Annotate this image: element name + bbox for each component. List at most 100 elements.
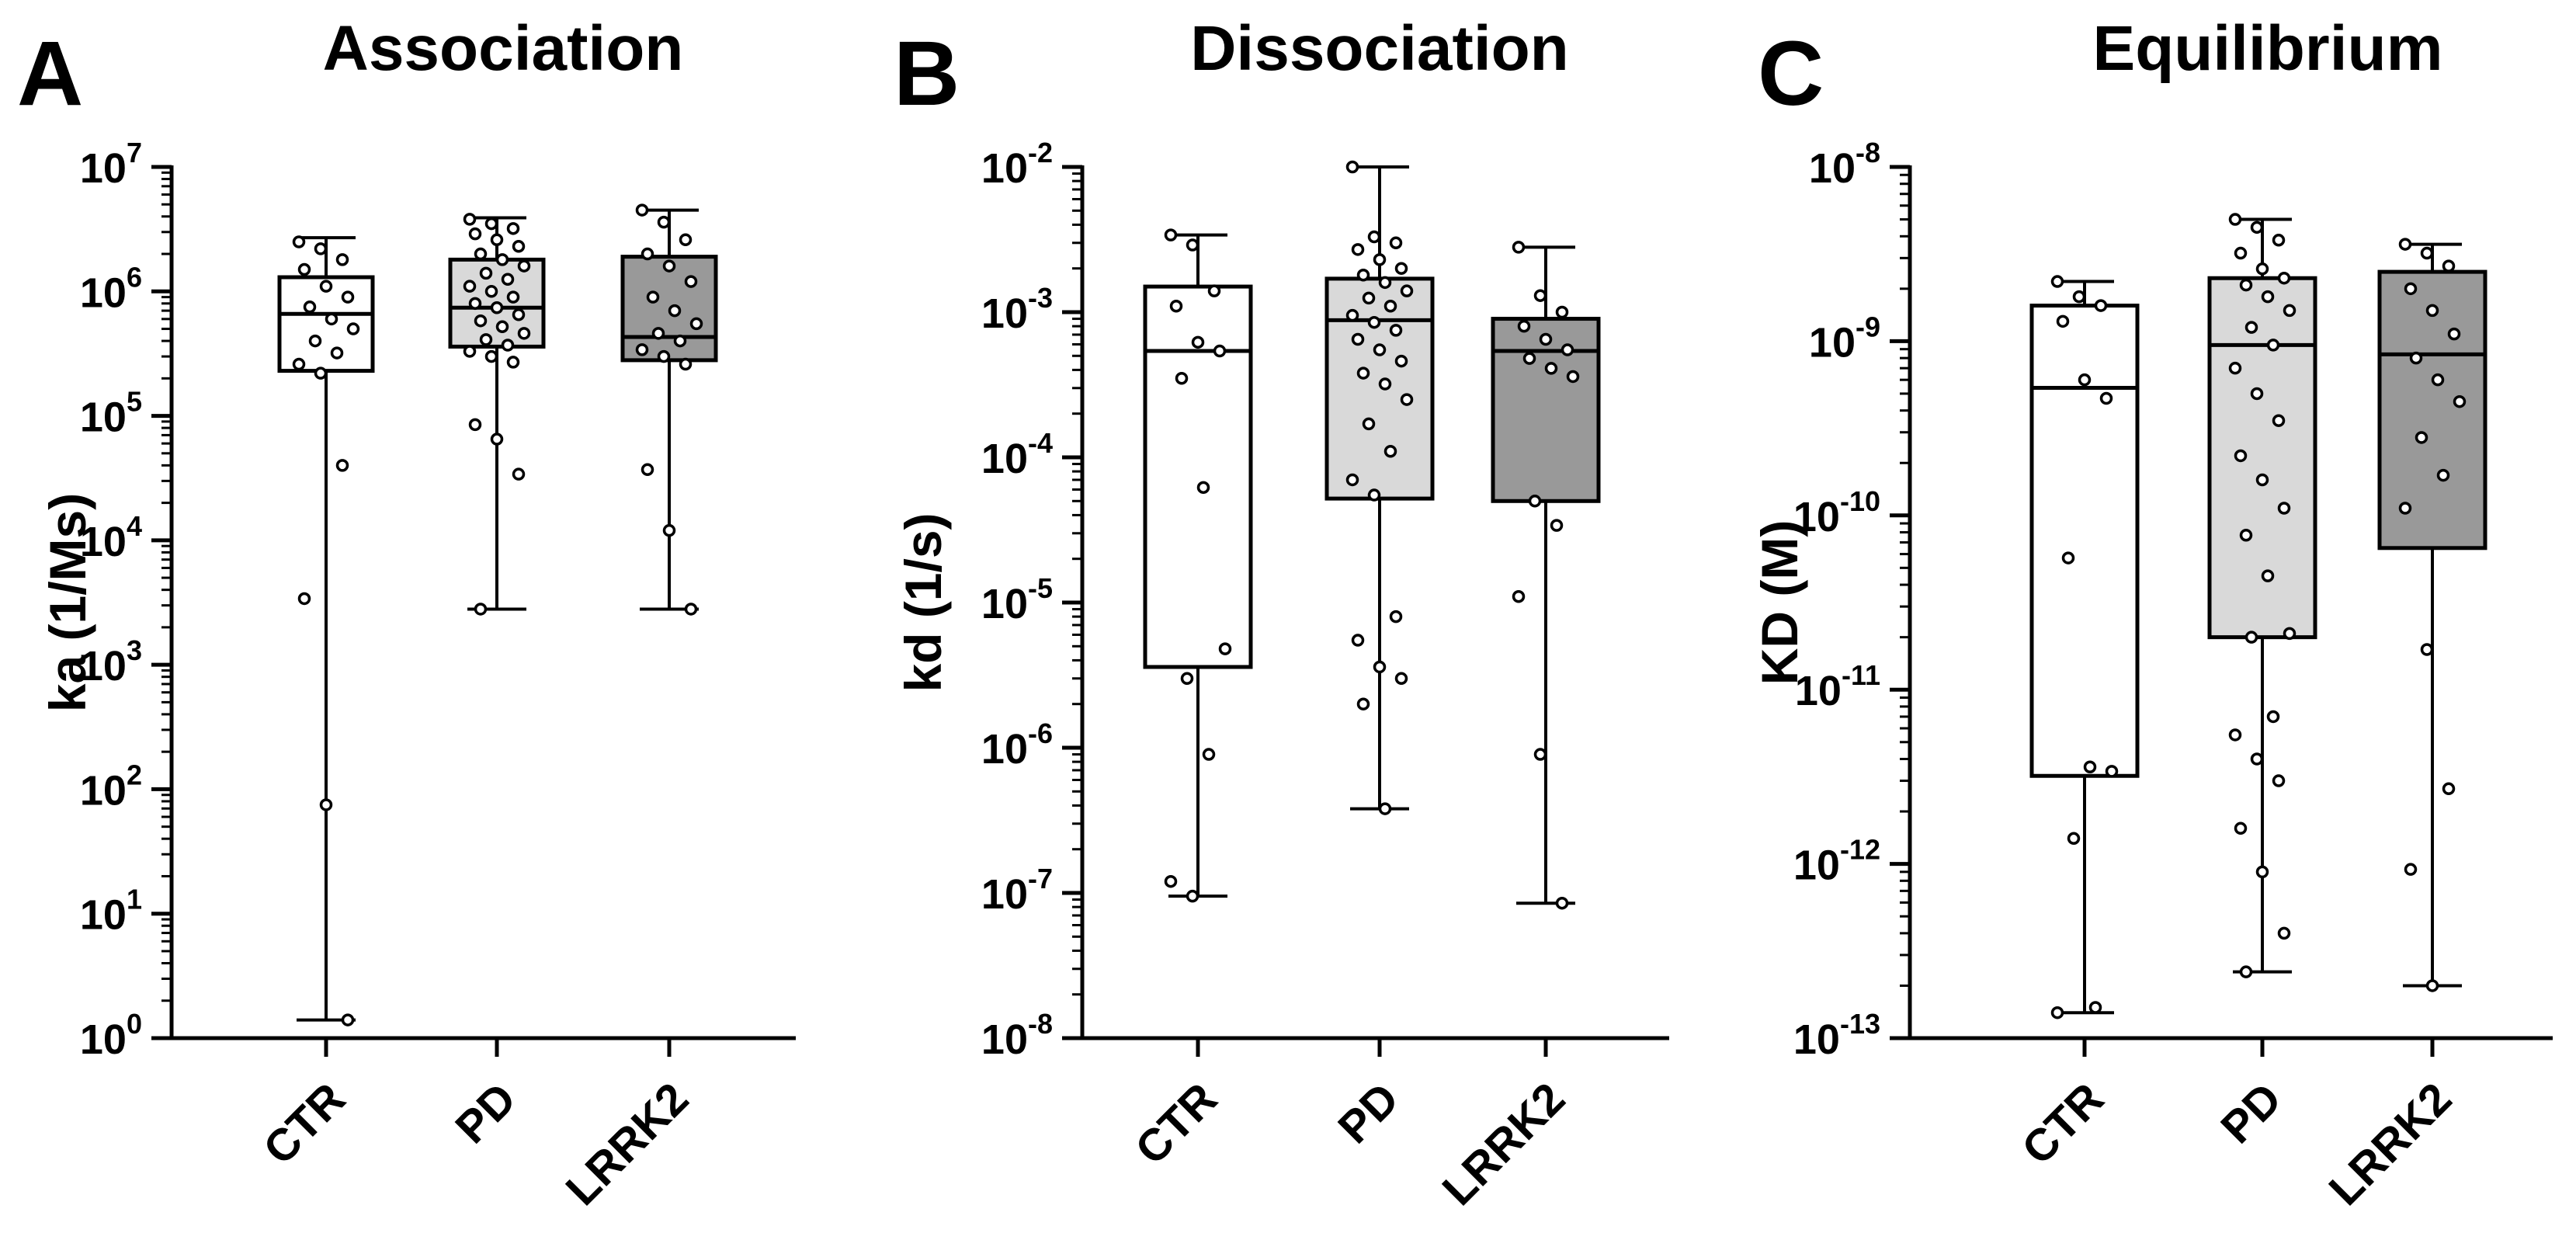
data-point <box>1389 236 1403 250</box>
data-point <box>1378 377 1392 391</box>
data-point <box>1389 610 1403 624</box>
data-point <box>1186 889 1199 903</box>
data-point <box>330 346 344 360</box>
data-point <box>468 297 482 311</box>
data-point <box>1196 481 1210 495</box>
data-point <box>1362 291 1376 305</box>
data-point <box>2272 234 2286 247</box>
data-point <box>2447 327 2461 341</box>
data-point <box>1394 354 1408 368</box>
data-point <box>635 343 649 356</box>
data-point <box>501 273 515 287</box>
x-tick-label: LRRK2 <box>557 1073 699 1215</box>
data-point <box>2228 728 2242 742</box>
data-point <box>1351 332 1365 346</box>
panel-letter: C <box>1758 23 1824 125</box>
data-point <box>684 603 698 616</box>
data-point <box>2228 361 2242 375</box>
data-point <box>2436 468 2450 482</box>
data-point <box>2078 373 2092 387</box>
panel-title: Dissociation <box>1190 13 1569 84</box>
data-point <box>319 798 333 811</box>
box-ctr: CTR <box>254 235 375 1174</box>
data-point <box>662 259 676 273</box>
x-tick-label: PD <box>446 1073 526 1153</box>
data-point <box>657 215 671 229</box>
data-point <box>495 320 509 334</box>
data-point <box>490 432 504 446</box>
data-point <box>495 253 509 266</box>
x-tick-label: CTR <box>1126 1073 1227 1174</box>
panel-letter: A <box>17 23 83 125</box>
data-point <box>314 242 328 255</box>
box-ctr: CTR <box>2012 275 2140 1174</box>
data-point <box>684 275 698 288</box>
x-tick-label: LRRK2 <box>2320 1073 2462 1215</box>
data-point <box>2255 262 2269 276</box>
data-point <box>1169 300 1183 313</box>
data-point <box>668 304 682 318</box>
data-point <box>2409 351 2423 365</box>
box-iqr <box>1324 276 1435 501</box>
x-tick-label: LRRK2 <box>1433 1073 1575 1215</box>
data-point <box>2425 304 2439 318</box>
data-point <box>474 247 488 261</box>
data-point <box>512 308 526 321</box>
data-point <box>1373 253 1387 266</box>
data-point <box>2420 643 2434 656</box>
data-point <box>2239 529 2253 542</box>
y-tick-label: 107 <box>80 137 142 192</box>
data-point <box>2072 290 2086 304</box>
data-point <box>1550 519 1564 532</box>
x-tick-label: CTR <box>2012 1073 2113 1174</box>
data-point <box>2255 865 2269 879</box>
data-point <box>292 235 306 248</box>
box-pd: PD <box>1324 160 1435 1153</box>
data-point <box>2404 863 2418 876</box>
data-point <box>1356 366 1370 380</box>
data-point <box>1218 642 1232 655</box>
data-point <box>1378 802 1392 815</box>
data-point <box>1345 473 1359 487</box>
data-point <box>490 300 504 314</box>
data-point <box>2244 630 2258 644</box>
data-point <box>517 327 531 340</box>
data-point <box>1362 417 1376 431</box>
x-tick-label: PD <box>2211 1073 2291 1153</box>
data-point <box>463 345 477 358</box>
y-tick-label: 105 <box>80 386 142 441</box>
data-point <box>1351 243 1365 256</box>
data-point <box>635 203 649 217</box>
data-point <box>2283 627 2297 641</box>
data-point <box>2261 290 2275 304</box>
y-tick-label: 10-5 <box>981 572 1053 627</box>
data-point <box>1566 370 1580 384</box>
data-point <box>1383 445 1397 458</box>
data-point <box>335 459 349 472</box>
data-point <box>2266 339 2280 352</box>
data-point <box>1383 300 1397 313</box>
data-point <box>1180 672 1194 686</box>
data-point <box>314 366 328 380</box>
data-point <box>2431 373 2445 387</box>
data-point <box>2425 979 2439 992</box>
data-point <box>484 217 498 231</box>
data-point <box>679 233 693 247</box>
data-point <box>1175 372 1189 385</box>
box-lrrk2: LRRK2 <box>1433 241 1601 1215</box>
data-point <box>673 334 687 348</box>
data-point <box>1164 874 1178 888</box>
y-axis-label: ka (1/Ms) <box>39 493 96 712</box>
data-point <box>1202 748 1216 761</box>
data-point <box>2442 782 2456 796</box>
data-point <box>2404 282 2418 296</box>
data-point <box>1394 262 1408 275</box>
data-point <box>2228 213 2242 226</box>
y-tick-label: 10-13 <box>1793 1008 1880 1063</box>
y-tick-label: 10-10 <box>1793 485 1880 540</box>
box-lrrk2: LRRK2 <box>557 203 718 1215</box>
data-point <box>1400 284 1414 297</box>
data-point <box>479 333 493 346</box>
data-point <box>501 339 515 352</box>
data-point <box>2105 765 2119 778</box>
